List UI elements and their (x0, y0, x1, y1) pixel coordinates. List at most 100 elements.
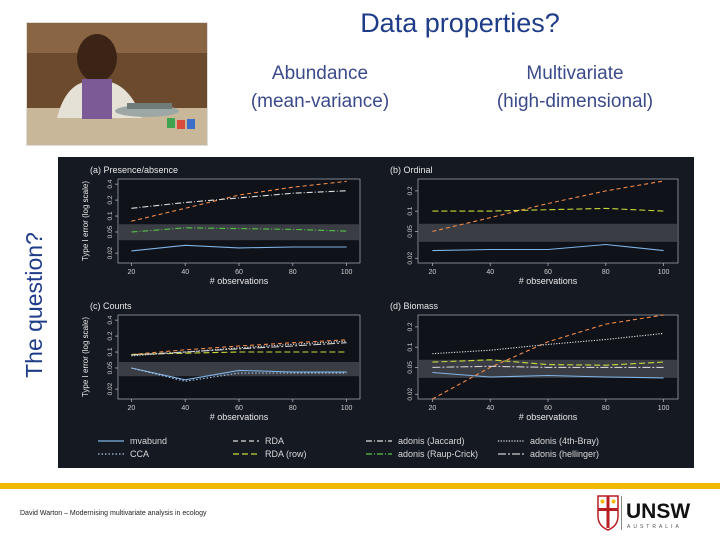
panel-3-ytick-label-1: 0.05 (407, 361, 414, 374)
student-photo (26, 22, 208, 146)
panel-3-xtick-label-2: 60 (544, 405, 552, 412)
panel-2-xtick-label-0: 20 (128, 405, 136, 412)
panel-2-ytick-label-3: 0.2 (107, 331, 114, 340)
panel-2-series-rda (131, 339, 347, 356)
panel-1-xtick-label-1: 40 (486, 269, 494, 276)
panel-3-ytick-label-2: 0.1 (407, 342, 414, 351)
figure-legend: mvabund CCA RDA RDA (row) adonis (Jaccard) ad… (98, 436, 599, 459)
panel-0-xtick-label-0: 20 (128, 269, 136, 276)
panel-0-plot-area (117, 178, 361, 264)
type-i-error-figure: (a) Presence/absence Type I error (log sc… (58, 157, 694, 468)
unsw-crest-icon: UNSW AUSTRALIA (597, 495, 690, 531)
panel-2-nominal-band (119, 361, 359, 377)
panel-2-xtick-label-1: 40 (181, 405, 189, 412)
side-question-label: The question? (21, 232, 47, 378)
unsw-logo: UNSW AUSTRALIA (596, 494, 710, 532)
panel-0-ylabel: Type I error (log scale) (81, 181, 90, 261)
panel-2-xlabel: # observations (210, 412, 269, 422)
panel-3-nominal-band (419, 359, 677, 378)
legend-label-0: mvabund (130, 436, 167, 446)
panel-0-xtick-label-1: 40 (181, 269, 189, 276)
panel-3-xtick-label-0: 20 (429, 405, 437, 412)
panel-3-xtick-label-3: 80 (602, 405, 610, 412)
panel-0-title: (a) Presence/absence (90, 165, 178, 175)
legend-label-6: adonis (4th-Bray) (530, 436, 599, 446)
panel-1-ytick-label-2: 0.1 (407, 206, 414, 215)
panel-1-xtick-label-3: 80 (602, 269, 610, 276)
footer-accent-bar (0, 483, 720, 489)
panel-2-ytick-label-0: 0.02 (107, 382, 114, 395)
panel-0-nominal-band (119, 224, 359, 241)
panel-3-ytick-label-0: 0.02 (407, 388, 414, 401)
subtitle-abundance: Abundance (mean-variance) (222, 60, 418, 116)
panel-3-series-rda-row- (432, 359, 664, 366)
panel-0-ytick-label-3: 0.2 (107, 195, 114, 204)
panel-1-xlabel: # observations (519, 276, 578, 286)
footer-credit: David Warton – Modernising multivariate … (20, 510, 207, 517)
legend-label-4: adonis (Jaccard) (398, 436, 465, 446)
panel-0-xtick-label-3: 80 (289, 269, 297, 276)
panel-0-ytick-label-4: 0.4 (107, 179, 114, 188)
panel-1-ytick-label-1: 0.05 (407, 225, 414, 238)
student-photo-illustration (27, 23, 207, 145)
panel-0-series-adonis-raup-crick- (131, 227, 347, 233)
panel-3-ytick-label-3: 0.2 (407, 322, 414, 331)
panel-0-xtick-label-2: 60 (235, 269, 243, 276)
panel-2-ytick-label-1: 0.05 (107, 361, 114, 374)
panel-2-plot-area (117, 314, 361, 400)
panel-2-series-cca (131, 367, 347, 382)
panel-0-ytick-label-0: 0.02 (107, 246, 114, 259)
panel-2-ytick-label-4: 0.4 (107, 315, 114, 324)
panel-1-xtick-label-4: 100 (658, 269, 670, 276)
legend-label-7: adonis (hellinger) (530, 449, 599, 459)
panel-3-series-rda (432, 314, 664, 400)
panel-2-series-mvabund (131, 367, 347, 381)
subtitle-abundance-line2: (mean-variance) (250, 91, 390, 112)
panel-0-xlabel: # observations (210, 276, 269, 286)
panel-2-xtick-label-3: 80 (289, 405, 297, 412)
panel-2-series-adonis-hellinger- (131, 342, 347, 356)
panel-1-xtick-label-0: 20 (429, 269, 437, 276)
subtitle-multivariate: Multivariate (high-dimensional) (470, 60, 680, 116)
panel-2-ylabel: Type I error (log scale) (81, 317, 90, 397)
panel-0-series-adonis-jaccard- (131, 190, 347, 209)
panel-3: (d) Biomass 0.02 0.05 0.1 0.2 20 40 60 80 100 # ob… (390, 301, 679, 422)
panel-3-series-adonis-4th-bray- (432, 332, 664, 355)
panel-1-title: (b) Ordinal (390, 165, 433, 175)
logo-subtext: AUSTRALIA (627, 524, 682, 530)
legend-label-3: RDA (row) (265, 449, 307, 459)
panel-2-ytick-label-2: 0.1 (107, 347, 114, 356)
panel-1-ytick-label-3: 0.2 (407, 186, 414, 195)
subtitle-multivariate-line1: Multivariate (526, 63, 624, 84)
panel-1-ytick-label-0: 0.02 (407, 252, 414, 265)
subtitle-abundance-line1: Abundance (271, 63, 369, 84)
panel-3-plot-area (417, 314, 679, 400)
panel-3-xtick-label-4: 100 (658, 405, 670, 412)
panel-3-title: (d) Biomass (390, 301, 439, 311)
panel-2-xtick-label-2: 60 (235, 405, 243, 412)
legend-label-1: CCA (130, 449, 149, 459)
legend-label-5: adonis (Raup-Crick) (398, 449, 478, 459)
panel-1-series-rda-row- (432, 207, 664, 212)
legend-label-2: RDA (265, 436, 284, 446)
panel-3-xtick-label-1: 40 (486, 405, 494, 412)
panel-1-nominal-band (419, 223, 677, 242)
panel-0-ytick-label-1: 0.05 (107, 225, 114, 238)
panel-1-series-rda (432, 180, 664, 232)
logo-wordmark: UNSW (626, 500, 690, 523)
slide-title: Data properties? (360, 8, 560, 38)
panel-3-series-adonis-hellinger- (432, 365, 664, 368)
panel-0-series-mvabund (131, 244, 347, 252)
panel-1-xtick-label-2: 60 (544, 269, 552, 276)
panel-0-ytick-label-2: 0.1 (107, 211, 114, 220)
panel-1-series-mvabund (432, 243, 664, 252)
panel-0-series-rda (131, 180, 347, 222)
panel-1: (b) Ordinal 0.02 0.05 0.1 0.2 20 40 60 80 100 # ob… (390, 165, 679, 286)
panel-3-series-mvabund (432, 371, 664, 379)
panel-2-title: (c) Counts (90, 301, 132, 311)
panel-0-xtick-label-4: 100 (341, 269, 353, 276)
panel-3-xlabel: # observations (519, 412, 578, 422)
